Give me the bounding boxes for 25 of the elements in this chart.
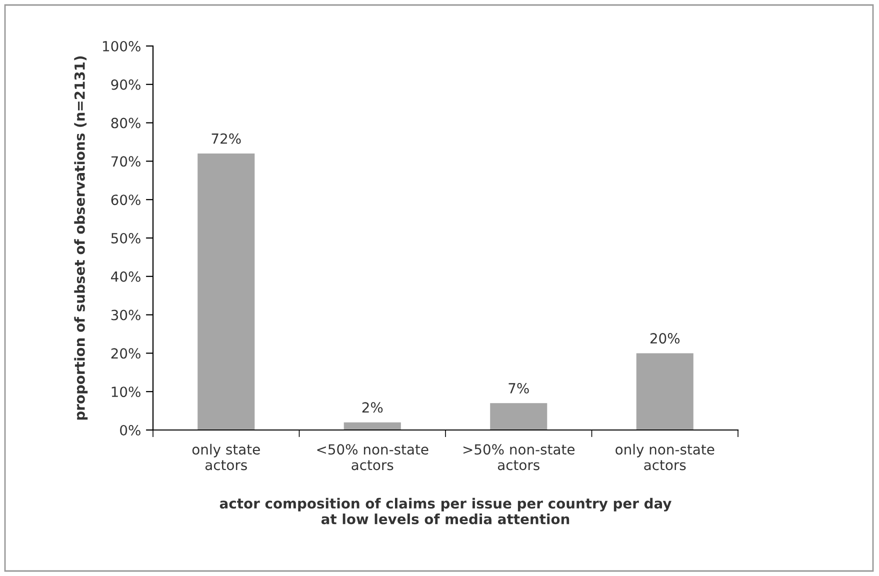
bar bbox=[198, 154, 255, 430]
y-tick-label: 90% bbox=[111, 79, 140, 90]
y-tick-label: 30% bbox=[111, 310, 140, 320]
y-tick-label: 60% bbox=[111, 194, 140, 206]
data-label: 7% bbox=[508, 382, 529, 394]
data-label: 72% bbox=[212, 133, 241, 144]
y-tick-label: 20% bbox=[111, 348, 140, 359]
y-tick-label: 70% bbox=[111, 156, 140, 167]
data-label: 20% bbox=[650, 333, 680, 344]
data-label: 2% bbox=[362, 402, 383, 413]
x-tick-label: only state actors bbox=[192, 444, 260, 470]
y-tick-label: 0% bbox=[120, 424, 140, 436]
bar bbox=[490, 403, 548, 430]
y-tick-label: 10% bbox=[112, 386, 140, 398]
y-tick-label: 100% bbox=[103, 40, 140, 52]
bar bbox=[344, 422, 401, 430]
y-tick-label: 40% bbox=[111, 271, 140, 282]
y-tick-label: 80% bbox=[111, 118, 140, 128]
y-axis-title: proportion of subset of observations (n=2131) bbox=[74, 56, 88, 420]
bar bbox=[636, 353, 694, 430]
x-tick-label: only non-state actors bbox=[616, 444, 714, 470]
y-tick-label: 50% bbox=[111, 232, 140, 244]
x-tick-label: >50% non-state actors bbox=[463, 444, 574, 470]
x-tick-label: <50% non-state actors bbox=[317, 444, 428, 470]
x-axis-title: actor composition of claims per issue per country per day at low levels of media attention bbox=[220, 498, 672, 524]
